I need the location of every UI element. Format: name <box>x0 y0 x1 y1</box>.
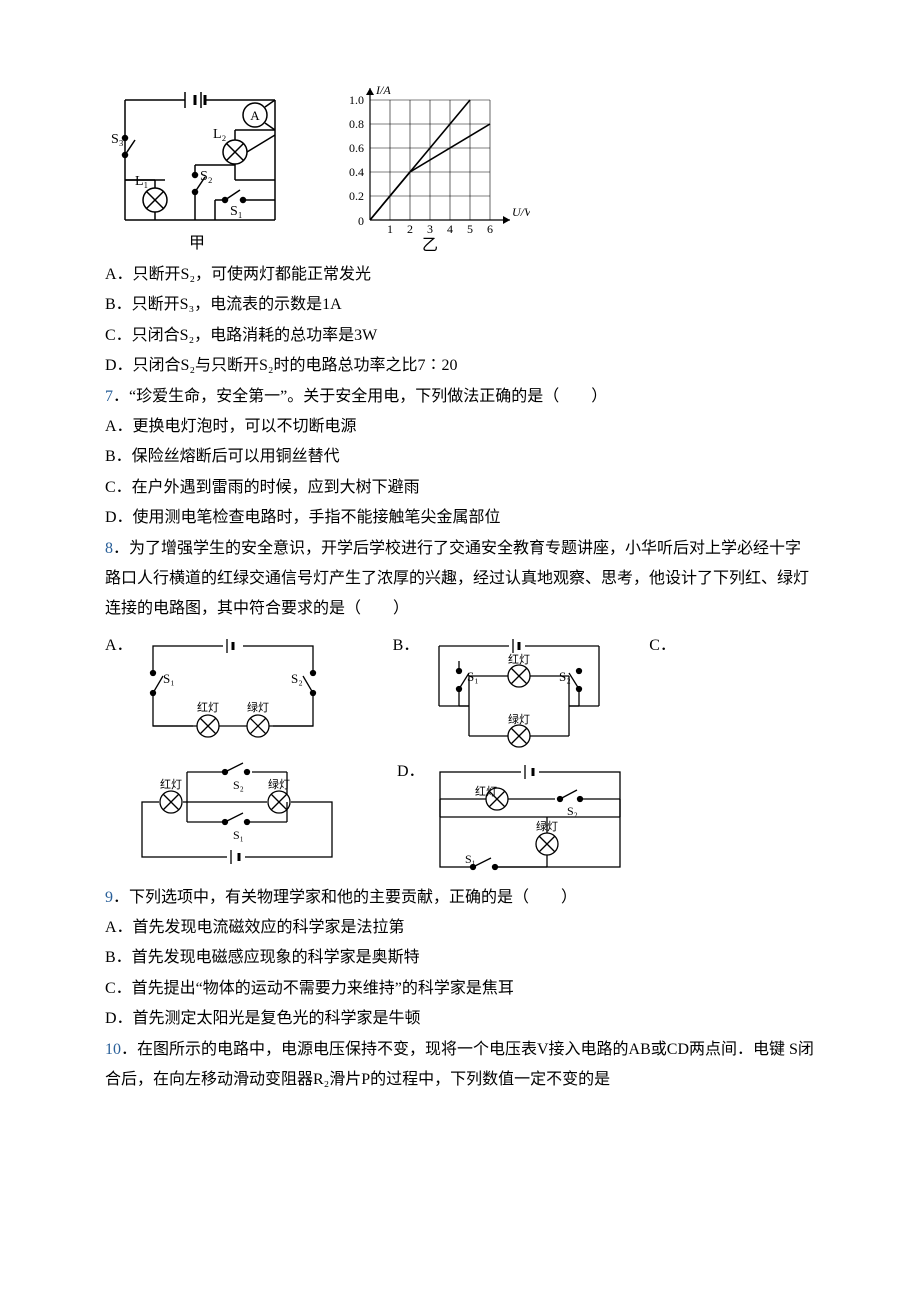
svg-text:绿灯: 绿灯 <box>268 777 290 791</box>
q7-opt-d: D．使用测电笔检查电路时，手指不能接触笔尖金属部位 <box>105 503 815 533</box>
svg-text:绿灯: 绿灯 <box>508 712 530 726</box>
q6-opt-d: D．只闭合S₂与只断开S₂时的电路总功率之比7∶20 <box>105 351 815 381</box>
svg-text:0.2: 0.2 <box>349 189 364 203</box>
chart-yi: I/A U/V 0 0.2 0.4 0.6 0.8 1.0 1 2 3 4 5 … <box>330 80 530 252</box>
svg-text:红灯: 红灯 <box>508 653 530 666</box>
q9-opt-d: D．首先测定太阳光是复色光的科学家是牛顿 <box>105 1004 815 1034</box>
svg-text:绿灯: 绿灯 <box>536 819 558 833</box>
q8-row-ab: A． <box>105 631 815 751</box>
circuit-jia: A <box>105 80 300 252</box>
svg-text:乙: 乙 <box>422 237 438 252</box>
svg-text:红灯: 红灯 <box>475 785 497 798</box>
svg-text:S₂: S₂ <box>291 671 303 686</box>
svg-text:L₂: L₂ <box>213 127 227 142</box>
q8-label-c: C． <box>649 631 676 661</box>
q10-stem: 10．在图所示的电路中，电源电压保持不变，现将一个电压表V接入电路的AB或CD两… <box>105 1035 815 1096</box>
svg-text:S₁: S₁ <box>230 204 243 219</box>
svg-text:I/A: I/A <box>375 83 391 97</box>
svg-text:U/V: U/V <box>512 205 530 219</box>
svg-text:甲: 甲 <box>189 235 205 252</box>
svg-text:S₁: S₁ <box>163 671 175 686</box>
svg-text:S₁: S₁ <box>233 828 244 842</box>
q6-figure: A <box>105 80 815 252</box>
svg-text:绿灯: 绿灯 <box>247 700 269 714</box>
svg-text:2: 2 <box>407 222 413 236</box>
q6-opt-a: A．只断开S₂，可使两灯都能正常发光 <box>105 260 815 290</box>
q9-opt-a: A．首先发现电流磁效应的科学家是法拉第 <box>105 913 815 943</box>
svg-text:6: 6 <box>487 222 493 236</box>
q6-opt-c: C．只闭合S₂，电路消耗的总功率是3W <box>105 321 815 351</box>
q8-label-a: A． <box>105 631 133 661</box>
q8-label-d: D． <box>397 757 425 787</box>
svg-text:0.6: 0.6 <box>349 141 364 155</box>
q9-stem: 9．下列选项中，有关物理学家和他的主要贡献，正确的是（ ） <box>105 883 815 913</box>
svg-text:S₁: S₁ <box>467 669 479 684</box>
svg-text:红灯: 红灯 <box>160 778 182 791</box>
svg-text:红灯: 红灯 <box>197 701 219 714</box>
svg-text:A: A <box>250 108 260 123</box>
q8-circuit-a: S₁ S₂ 红灯 绿灯 <box>133 631 333 741</box>
q6-opt-b: B．只断开S₃，电流表的示数是1A <box>105 290 815 320</box>
q8-label-b: B． <box>393 631 420 661</box>
q8-circuit-d: 红灯 绿灯 S₂ S₁ <box>425 757 635 877</box>
svg-text:0.8: 0.8 <box>349 117 364 131</box>
svg-text:4: 4 <box>447 222 453 236</box>
q7-opt-c: C．在户外遇到雷雨的时候，应到大树下避雨 <box>105 473 815 503</box>
svg-text:0: 0 <box>358 214 364 228</box>
q7-stem: 7．“珍爱生命，安全第一”。关于安全用电，下列做法正确的是（ ） <box>105 382 815 412</box>
q8-circuit-b: S₁ S₂ 红灯 绿灯 <box>419 631 619 751</box>
svg-text:S₂: S₂ <box>567 804 578 818</box>
q9-opt-b: B．首先发现电磁感应现象的科学家是奥斯特 <box>105 943 815 973</box>
q8-circuit-c: 红灯 绿灯 S₂ S₁ <box>127 757 347 867</box>
svg-text:0.4: 0.4 <box>349 165 364 179</box>
svg-text:3: 3 <box>427 222 433 236</box>
svg-text:S₂: S₂ <box>559 669 571 684</box>
q8-row-cd: 红灯 绿灯 S₂ S₁ D． <box>105 757 815 877</box>
svg-text:5: 5 <box>467 222 473 236</box>
q7-opt-b: B．保险丝熔断后可以用铜丝替代 <box>105 442 815 472</box>
q9-opt-c: C．首先提出“物体的运动不需要力来维持”的科学家是焦耳 <box>105 974 815 1004</box>
svg-text:S₃: S₃ <box>111 132 124 147</box>
svg-text:L₁: L₁ <box>135 174 148 189</box>
svg-text:S₁: S₁ <box>465 852 476 866</box>
svg-text:S₂: S₂ <box>200 169 213 184</box>
svg-text:S₂: S₂ <box>233 778 244 792</box>
q8-stem: 8．为了增强学生的安全意识，开学后学校进行了交通安全教育专题讲座，小华听后对上学… <box>105 534 815 625</box>
svg-text:1: 1 <box>387 222 393 236</box>
svg-text:1.0: 1.0 <box>349 93 364 107</box>
q7-opt-a: A．更换电灯泡时，可以不切断电源 <box>105 412 815 442</box>
